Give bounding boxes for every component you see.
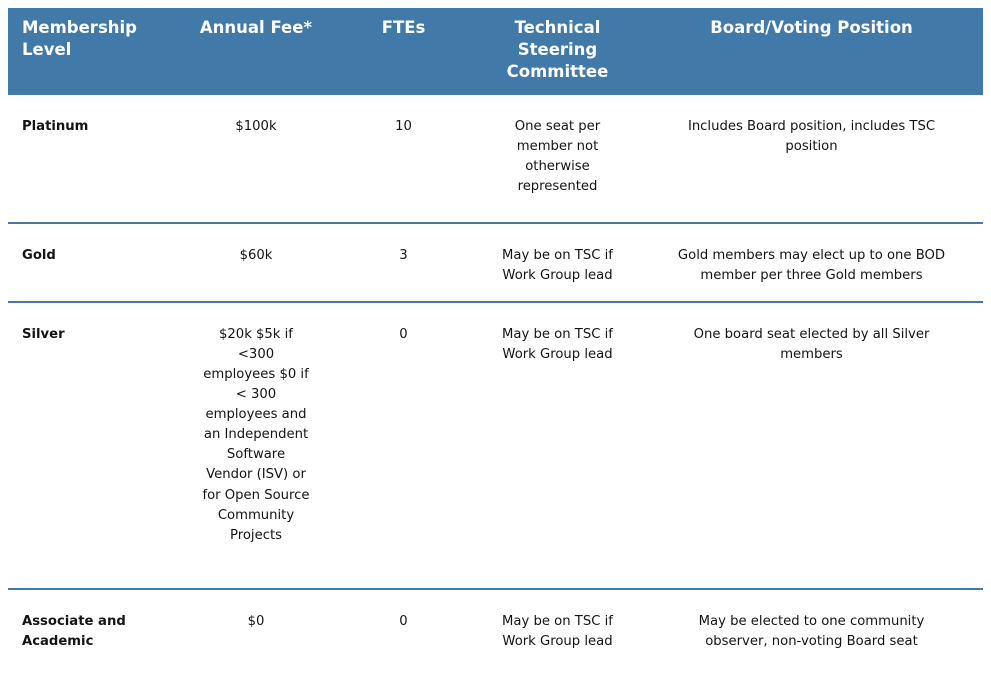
column-header-membership-level: Membership Level	[8, 8, 180, 95]
cell-silver-ftes: 0	[399, 327, 408, 342]
column-header-technical-steering-committee: Technical Steering Committee	[475, 8, 640, 95]
cell-gold-tsc: May be on TSC if Work Group lead	[502, 248, 613, 284]
table-header-row: Membership Level Annual Fee* FTEs Techni…	[8, 8, 983, 95]
cell-associate-board: May be elected to one community observer…	[698, 614, 925, 650]
cell-associate-ftes: 0	[399, 614, 408, 629]
column-header-membership-level-label: Membership Level	[22, 18, 137, 59]
cell-gold-level: Gold	[22, 248, 56, 263]
membership-levels-table: Membership Level Annual Fee* FTEs Techni…	[8, 8, 983, 676]
cell-platinum-level: Platinum	[22, 119, 89, 134]
column-header-board-voting-position: Board/Voting Position	[640, 8, 983, 95]
cell-silver-tsc: May be on TSC if Work Group lead	[502, 327, 613, 363]
cell-gold-ftes: 3	[399, 248, 408, 263]
column-header-board-voting-position-label: Board/Voting Position	[710, 18, 913, 37]
column-header-ftes-label: FTEs	[381, 18, 426, 37]
cell-associate-level: Associate and Academic	[22, 614, 126, 650]
cell-silver-level: Silver	[22, 327, 65, 342]
cell-associate-annual-fee: $0	[247, 614, 265, 629]
table-row-gold: Gold $60k 3 May be on TSC if Work Group …	[8, 223, 983, 302]
cell-silver-board: One board seat elected by all Silver mem…	[693, 327, 930, 363]
cell-gold-board: Gold members may elect up to one BOD mem…	[677, 248, 946, 284]
cell-platinum-board: Includes Board position, includes TSC po…	[687, 119, 936, 155]
column-header-ftes: FTEs	[332, 8, 475, 95]
cell-platinum-tsc: One seat per member not otherwise repres…	[514, 119, 601, 195]
table-row-platinum: Platinum $100k 10 One seat per member no…	[8, 95, 983, 223]
cell-platinum-ftes: 10	[395, 119, 412, 134]
column-header-annual-fee: Annual Fee*	[180, 8, 332, 95]
column-header-technical-steering-committee-label: Technical Steering Committee	[506, 18, 609, 81]
cell-gold-annual-fee: $60k	[239, 248, 273, 263]
cell-platinum-annual-fee: $100k	[235, 119, 277, 134]
table-body: Platinum $100k 10 One seat per member no…	[8, 95, 983, 676]
table-row-associate-and-academic: Associate and Academic $0 0 May be on TS…	[8, 589, 983, 676]
cell-associate-tsc: May be on TSC if Work Group lead	[502, 614, 613, 650]
column-header-annual-fee-label: Annual Fee*	[199, 18, 313, 37]
table-row-silver: Silver $20k $5k if <300 employees $0 if …	[8, 302, 983, 589]
table-header: Membership Level Annual Fee* FTEs Techni…	[8, 8, 983, 95]
cell-silver-annual-fee: $20k $5k if <300 employees $0 if < 300 e…	[202, 327, 310, 543]
